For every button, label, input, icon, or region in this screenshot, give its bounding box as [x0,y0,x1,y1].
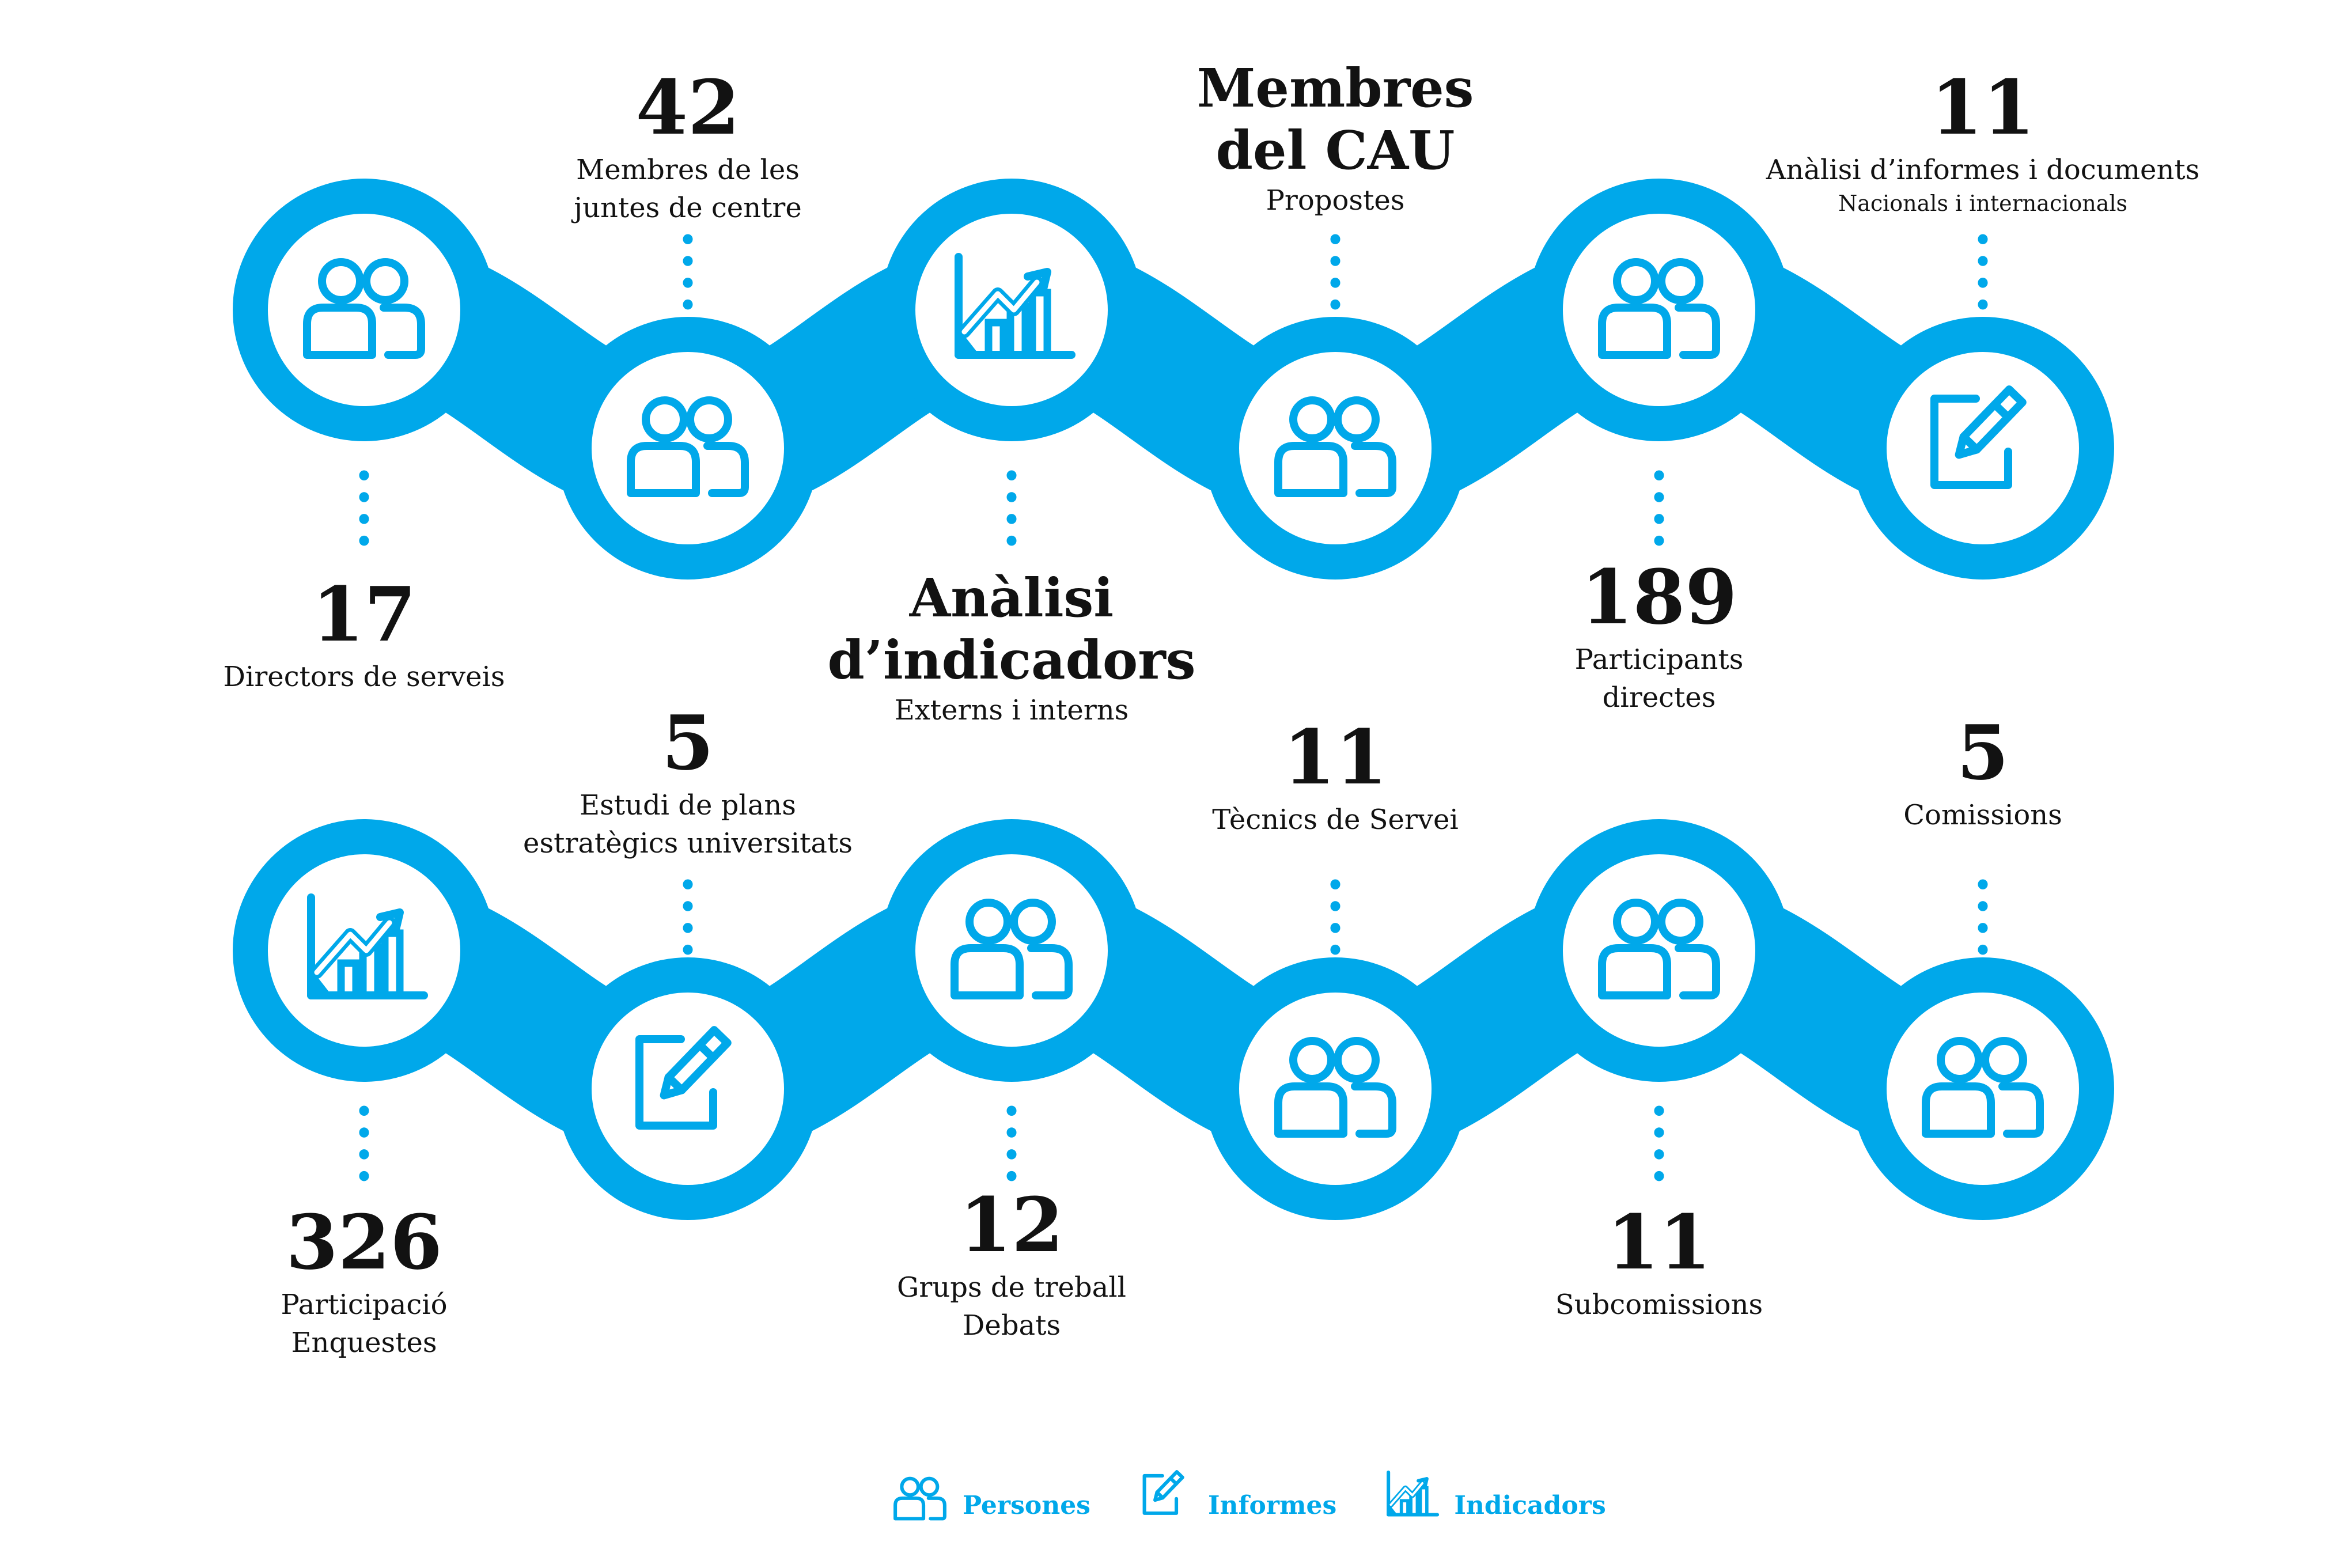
node-label-juntes: 42 Membres de les juntes de centre [574,65,802,227]
node-caption: Membres de les [576,153,800,186]
node-subcaption: Nacionals i internacionals [1838,190,2128,216]
node-indicadors [880,179,1143,546]
indicadors-icon [1381,1468,1441,1528]
persones-icon [890,1468,950,1528]
node-label-enquestes: 326 Participació Enquestes [281,1199,447,1362]
node-subcomissions [1528,819,1790,1181]
node-heading: Membres [1196,57,1474,119]
node-label-subcomissions: 11 Subcomissions [1555,1199,1763,1324]
node-tecnics [1204,879,1467,1220]
node-caption: Participació [281,1288,448,1321]
node-number: 11 [1283,713,1388,801]
node-caption: Participants [1574,643,1744,676]
node-caption: estratègics universitats [523,827,853,859]
node-caption: Enquestes [291,1326,437,1359]
node-number: 326 [286,1198,442,1286]
legend-item-persones: Persones [890,1468,1090,1528]
node-label-participants: 189 Participants directes [1575,554,1744,717]
node-label-informes-docs: 11 Anàlisi d’informes i documents Nacion… [1766,65,2200,218]
node-number: 17 [312,570,416,658]
node-label-indicadors: Anàlisi d’indicadors Externs i interns [827,567,1195,729]
node-grups [880,819,1143,1181]
node-caption: Debats [962,1309,1061,1342]
node-caption: Externs i interns [894,694,1129,727]
legend-label: Persones [963,1491,1090,1520]
node-caption: Comissions [1903,798,2062,831]
legend: Persones Informes Indicadors [890,1468,1606,1528]
node-label-tecnics: 11 Tècnics de Servei [1212,714,1459,839]
node-caption: Directors de serveis [223,660,505,693]
node-caption: Subcomissions [1555,1288,1763,1321]
node-caption: Anàlisi d’informes i documents [1766,153,2200,186]
node-informes-docs [1851,234,2114,580]
node-label-cau: Membres del CAU Propostes [1196,57,1474,219]
node-label-plans: 5 Estudi de plans estratègics universita… [523,700,853,862]
legend-label: Informes [1207,1491,1337,1520]
legend-item-indicadors: Indicadors [1381,1468,1606,1528]
node-number: 5 [1956,709,2009,797]
node-heading: del CAU [1215,119,1455,181]
node-number: 42 [635,63,740,152]
node-heading: d’indicadors [827,628,1196,691]
node-caption: directes [1602,681,1716,714]
node-comissions [1851,879,2114,1220]
node-caption: Propostes [1266,184,1405,217]
node-caption: Grups de treball [897,1271,1126,1304]
node-caption: Tècnics de Servei [1212,803,1459,836]
node-label-comissions: 5 Comissions [1903,710,2062,834]
legend-item-informes: Informes [1135,1468,1336,1528]
node-number: 5 [661,699,714,787]
legend-label: Indicadors [1454,1491,1606,1520]
node-number: 11 [1930,63,2035,152]
node-cau [1204,234,1467,580]
node-number: 12 [959,1181,1064,1269]
node-label-grups: 12 Grups de treball Debats [897,1182,1126,1344]
node-directors [233,179,495,546]
node-juntes [556,234,819,580]
node-heading: Anàlisi [909,567,1114,629]
node-number: 189 [1581,553,1737,641]
node-number: 11 [1607,1198,1711,1286]
node-plans [556,879,819,1220]
node-enquestes [233,819,495,1181]
node-participants [1528,179,1790,546]
node-label-directors: 17 Directors de serveis [224,571,505,696]
node-caption: Estudi de plans [580,789,796,821]
node-caption: juntes de centre [574,191,802,224]
informes-icon [1135,1468,1195,1528]
